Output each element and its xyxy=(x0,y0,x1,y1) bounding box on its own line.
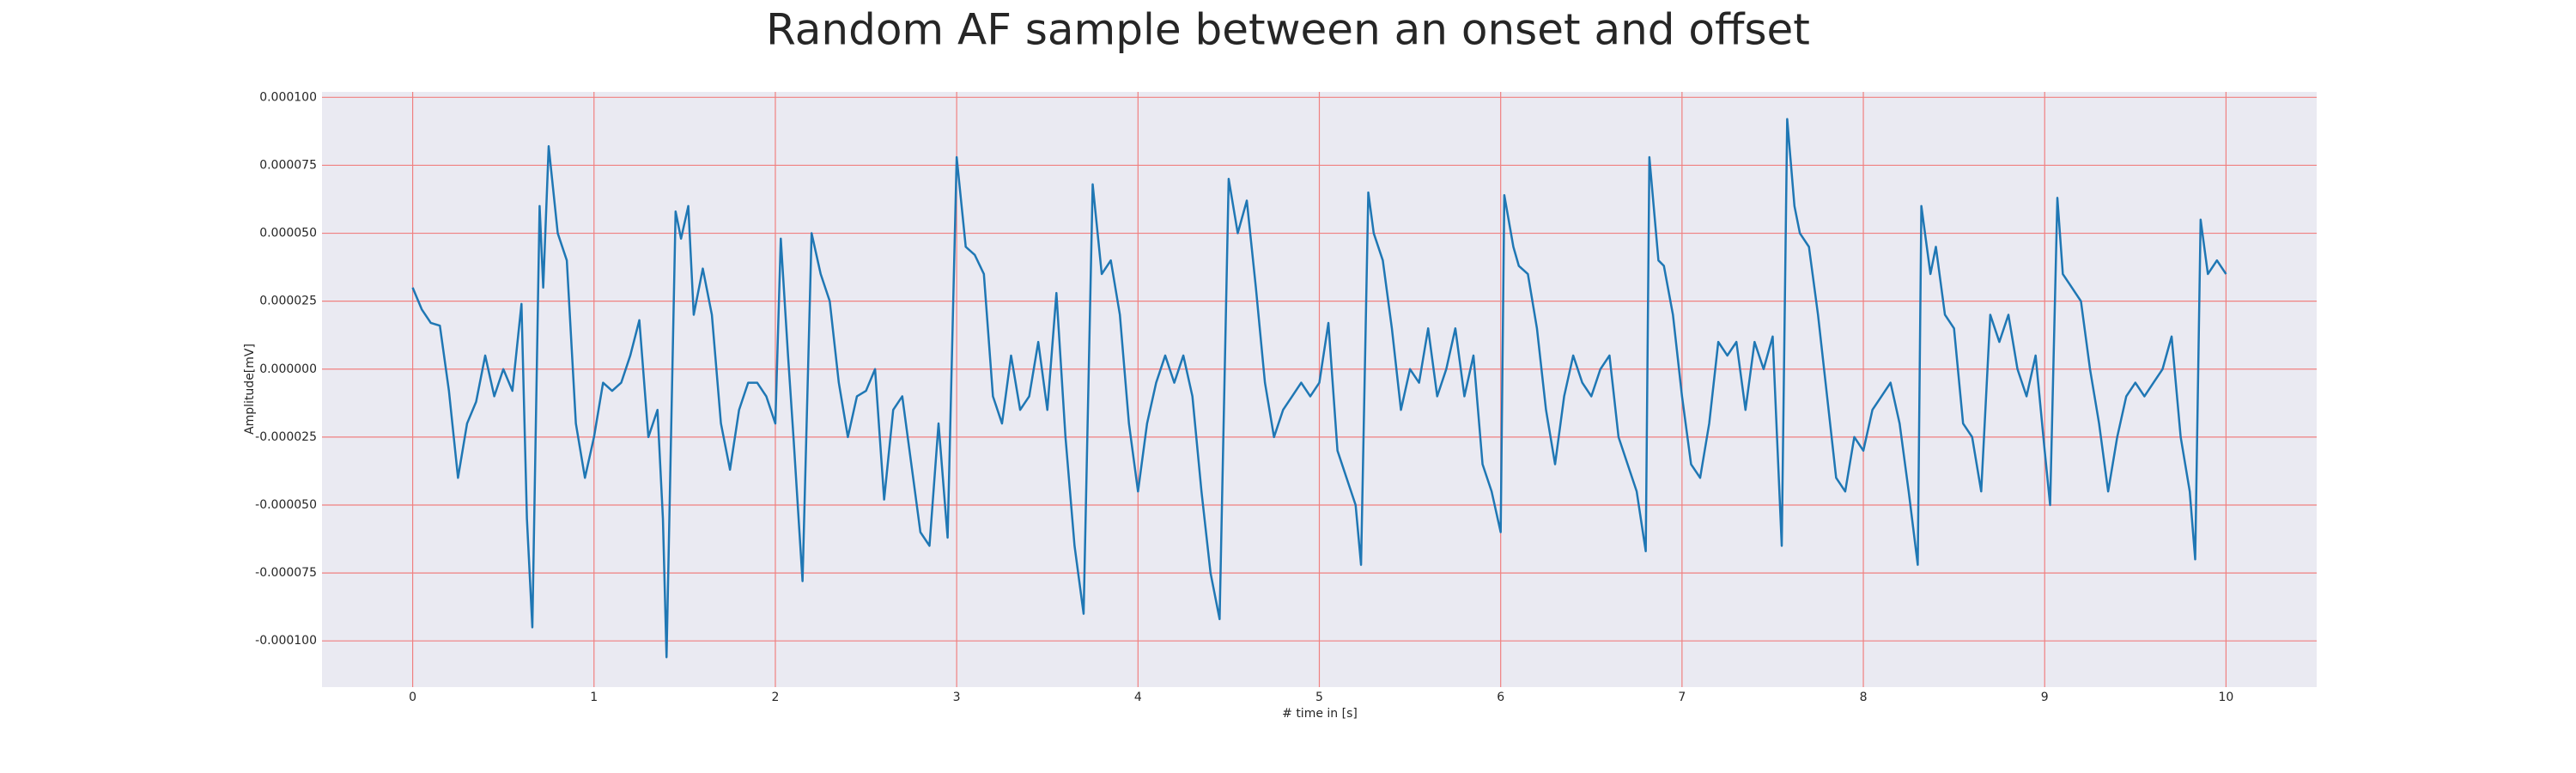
x-tick-label: 4 xyxy=(1134,691,1142,704)
x-tick-label: 0 xyxy=(409,691,416,704)
y-tick-label: 0.000100 xyxy=(259,90,317,104)
x-tick-label: 8 xyxy=(1860,691,1868,704)
y-tick-label: -0.000100 xyxy=(255,634,317,648)
y-axis-label: Amplitude[mV] xyxy=(243,344,257,435)
y-tick-label: 0.000050 xyxy=(259,227,317,240)
x-tick-label: 9 xyxy=(2041,691,2049,704)
y-tick-label: -0.000050 xyxy=(255,498,317,512)
x-tick-label: 7 xyxy=(1678,691,1686,704)
x-tick-label: 10 xyxy=(2218,691,2233,704)
y-tick-label: 0.000025 xyxy=(259,295,317,308)
x-tick-label: 1 xyxy=(590,691,598,704)
x-tick-label: 2 xyxy=(771,691,779,704)
y-tick-label: 0.000075 xyxy=(259,158,317,172)
y-tick-label: -0.000025 xyxy=(255,430,317,444)
x-tick-label: 3 xyxy=(953,691,961,704)
signal-line xyxy=(411,118,2227,659)
y-tick-label: 0.000000 xyxy=(259,362,317,376)
y-tick-label: -0.000075 xyxy=(255,566,317,580)
x-axis-label: # time in [s] xyxy=(1282,707,1358,721)
chart-title: Random AF sample between an onset and of… xyxy=(766,5,1810,55)
x-tick-label: 6 xyxy=(1497,691,1504,704)
x-tick-label: 5 xyxy=(1315,691,1323,704)
